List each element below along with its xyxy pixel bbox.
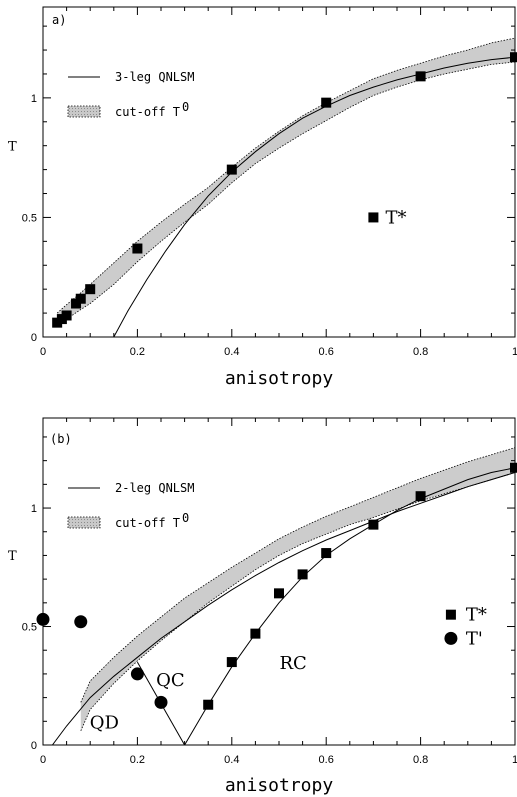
x-tick-label: 0 — [40, 346, 46, 358]
x-tick-label: 0.8 — [413, 754, 428, 766]
curve-2 — [184, 467, 515, 745]
x-tick-label: 0.2 — [130, 346, 145, 358]
annotation-label: T* — [386, 207, 407, 228]
point-T-marker — [250, 628, 261, 639]
region-label: QC — [156, 670, 185, 691]
cutoff-band-lower-edge — [56, 61, 515, 326]
x-tick-label: 0.4 — [224, 346, 239, 358]
x-tick-label: 0.4 — [224, 754, 239, 766]
plot-frame — [42, 417, 516, 746]
panel-a: 0 0.2 0.4 0.6 0.8 1 0 0.5 1 anisotropy Ta) 3-leg QN… — [8, 6, 517, 389]
legend-band-swatch — [67, 516, 101, 529]
region-label: RC — [279, 653, 306, 674]
y-tick-label: 1 — [31, 93, 37, 105]
y-tick-label: 1 — [31, 503, 37, 515]
legend-label: cut-off T — [115, 516, 180, 530]
point-T-marker — [415, 71, 426, 82]
curve-0 — [113, 56, 515, 337]
point-T-marker — [85, 284, 96, 295]
legend-marker-label: T' — [466, 628, 483, 649]
y-axis-title: T — [8, 139, 17, 154]
x-tick-label: 1 — [512, 346, 517, 358]
point-T-marker — [297, 569, 308, 580]
legend-marker-square — [445, 609, 456, 620]
panel-label: (b) — [50, 432, 72, 446]
point-T-marker — [510, 462, 517, 473]
point-T-marker — [368, 519, 379, 530]
x-axis-title: anisotropy — [225, 775, 334, 796]
x-tick-label: 0.2 — [130, 754, 145, 766]
point-T-marker — [132, 243, 143, 254]
legend-superscript: 0 — [182, 100, 189, 114]
y-tick-label: 0.5 — [22, 622, 37, 634]
cutoff-band-upper-edge — [80, 447, 515, 703]
region-label: QD — [90, 712, 119, 733]
legend-label: cut-off T — [115, 105, 180, 119]
x-tick-label: 0 — [40, 754, 46, 766]
legend-band-swatch — [67, 105, 101, 118]
x-tick-label: 1 — [512, 754, 517, 766]
legend-label: 3-leg QNLSM — [115, 70, 194, 84]
x-axis-title: anisotropy — [225, 368, 334, 389]
point-T-marker — [154, 695, 168, 709]
legend-superscript: 0 — [182, 511, 189, 525]
point-T-marker — [36, 612, 50, 626]
cutoff-band-upper-edge — [56, 37, 515, 314]
panel-b: 0 0.2 0.4 0.6 0.8 1 0 0.5 1 anisotropy T (b) 2-leg Q… — [8, 417, 517, 796]
point-T-marker — [130, 667, 144, 681]
cutoff-band-lower-edge — [80, 472, 515, 731]
point-T-marker — [203, 699, 214, 710]
legend-label: 2-leg QNLSM — [115, 481, 194, 495]
legend-marker-label: T* — [466, 605, 487, 626]
point-T-marker — [61, 310, 72, 321]
point-T-marker — [274, 588, 284, 599]
point-T-marker — [226, 657, 237, 668]
x-tick-label: 0.8 — [413, 346, 428, 358]
y-axis-title: T — [8, 549, 17, 564]
curve-0 — [51, 472, 515, 745]
plot-area — [51, 447, 515, 745]
cutoff-band — [80, 447, 515, 731]
y-tick-label: 0.5 — [22, 212, 37, 224]
annotation-marker — [368, 212, 379, 223]
point-T-marker — [75, 293, 86, 304]
panel-label: a) — [52, 13, 66, 27]
point-T-marker — [226, 164, 237, 175]
point-T-marker — [321, 97, 332, 108]
x-tick-label: 0.6 — [319, 754, 334, 766]
point-T-marker — [321, 548, 332, 559]
plot-area — [56, 37, 515, 337]
y-tick-label: 0 — [31, 332, 37, 344]
point-T-marker — [74, 615, 88, 629]
point-T-marker — [510, 52, 517, 63]
point-T-marker — [415, 491, 426, 502]
y-tick-label: 0 — [31, 740, 37, 752]
cutoff-band — [57, 38, 515, 325]
legend-marker-circle — [444, 631, 458, 645]
x-tick-label: 0.6 — [319, 346, 334, 358]
